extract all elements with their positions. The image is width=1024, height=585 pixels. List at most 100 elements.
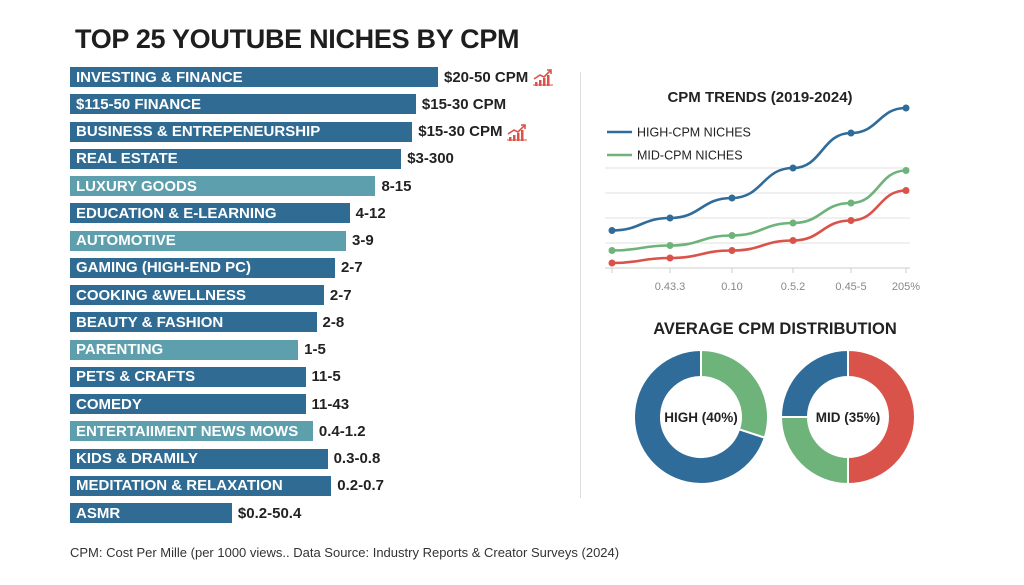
x-tick-label: 0.10: [721, 281, 742, 293]
bar-value-label: 0.3-0.8: [334, 450, 381, 467]
bar-value-label: 2-8: [323, 314, 345, 331]
bar-value-label: $15-30 CPM: [418, 123, 528, 141]
value-text: 2-7: [340, 259, 363, 277]
bar-row: COMEDY 11-43: [70, 394, 580, 414]
value-text: $15-30 CPM: [418, 123, 503, 140]
bar-value-label: 1-5: [304, 341, 326, 358]
value-text: $15-30 CPM: [421, 95, 507, 113]
data-point: [608, 227, 616, 234]
bar-row: ASMR $0.2-50.4: [70, 503, 580, 523]
data-point: [666, 242, 674, 249]
data-point: [847, 217, 855, 224]
bar-value-label: 2-7: [330, 287, 352, 304]
line-chart: CPM TRENDS (2019-2024) 0.43.3 0.10 0.5.2 0.4…: [605, 89, 920, 293]
page-title: TOP 25 YOUTUBE NICHES BY CPM: [75, 24, 520, 54]
bar-value-label: $0.2-50.4: [238, 505, 301, 522]
bar: COMEDY: [70, 394, 306, 414]
bar: BUSINESS & ENTREPENEURSHIP: [70, 121, 413, 142]
data-point: [666, 214, 674, 222]
donut-title: AVERAGE CPM DISTRIBUTION: [653, 320, 897, 338]
bar: ASMR: [70, 503, 232, 523]
value-text: 8-15: [381, 177, 412, 195]
bar: PARENTING: [70, 339, 299, 360]
value-text: 11-5: [311, 368, 341, 386]
bar-value-label: $20-50 CPM: [444, 68, 554, 86]
bar-row: MEDITATION & RELAXATION 0.2-0.7: [70, 475, 580, 496]
data-point: [728, 194, 736, 202]
data-point: [847, 199, 855, 207]
bar-value-label: 0.4-1.2: [319, 423, 366, 440]
bar-row: REAL ESTATE $3-300: [70, 148, 580, 169]
donut-slice: [847, 348, 916, 486]
value-text: 0.4-1.2: [318, 422, 366, 440]
bar-row: PARENTING 1-5: [70, 339, 580, 360]
donut-slice: [779, 416, 849, 486]
bar: REAL ESTATE: [70, 148, 402, 169]
bar: ENTERTAIIMENT NEWS MOWS: [70, 421, 313, 442]
value-text: $3-300: [407, 150, 454, 168]
x-tick-label: 0.43.3: [655, 281, 686, 293]
donut-center-label: HIGH (40%): [664, 410, 738, 425]
bar-row: EDUCATION & E-LEARNING 4-12: [70, 203, 580, 224]
data-point: [608, 247, 616, 254]
data-point: [902, 167, 910, 174]
bar: MEDITATION & RELAXATION: [70, 475, 332, 496]
bar: EDUCATION & E-LEARNING: [70, 203, 350, 224]
chart-up-icon: [507, 123, 528, 141]
data-point: [728, 232, 736, 239]
value-text: 11-43: [311, 395, 350, 413]
value-text: 1-5: [304, 341, 326, 358]
bar-row: GAMING (HIGH-END PC) 2-7: [70, 257, 580, 278]
value-text: 0.3-0.8: [333, 450, 381, 467]
footer-note: CPM: Cost Per Mille (per 1000 views.. Da…: [70, 545, 620, 560]
value-text: $0.2-50.4: [237, 504, 302, 522]
bar-row: BEAUTY & FASHION 2-8: [70, 312, 580, 333]
divider: [580, 72, 581, 498]
data-point: [728, 247, 736, 254]
bar-row: COOKING &WELLNESS 2-7: [70, 285, 580, 305]
bar: GAMING (HIGH-END PC): [70, 257, 335, 278]
bar: INVESTING & FINANCE: [70, 67, 438, 87]
x-tick-label: 0.45-5: [835, 281, 866, 293]
bar-row: AUTOMOTIVE 3-9: [70, 230, 580, 251]
bar-value-label: 0.2-0.7: [337, 477, 384, 494]
bar-row: BUSINESS & ENTREPENEURSHIP $15-30 CPM: [70, 121, 580, 142]
legend-label: MID-CPM NICHES: [637, 149, 743, 163]
bar: $115-50 FINANCE: [70, 94, 416, 115]
bar-row: ENTERTAIIMENT NEWS MOWS 0.4-1.2: [70, 421, 580, 442]
donut-slice: [633, 348, 766, 485]
data-point: [789, 164, 797, 172]
bar-value-label: 11-5: [312, 368, 341, 385]
bar-chart: INVESTING & FINANCE $20-50 CPM $115-50 FIN…: [70, 67, 580, 530]
bar-row: PETS & CRAFTS 11-5: [70, 366, 580, 387]
line-chart-title: CPM TRENDS (2019-2024): [667, 89, 852, 106]
value-text: 4-12: [355, 204, 386, 222]
x-tick-label: 205%: [892, 281, 920, 293]
data-point: [789, 237, 797, 244]
bar-row: KIDS & DRAMILY 0.3-0.8: [70, 448, 580, 469]
legend-label: HIGH-CPM NICHES: [637, 126, 751, 140]
data-point: [902, 104, 910, 112]
value-text: 0.2-0.7: [337, 477, 384, 495]
bar: AUTOMOTIVE: [70, 230, 346, 251]
bar-value-label: 4-12: [356, 205, 386, 222]
bar-value-label: 3-9: [352, 232, 374, 249]
data-point: [666, 254, 674, 262]
bar: COOKING &WELLNESS: [70, 285, 324, 305]
donut-center-label: MID (35%): [816, 410, 881, 425]
bar-value-label: 2-7: [341, 259, 363, 276]
x-tick-label: 0.5.2: [781, 281, 805, 293]
bar: LUXURY GOODS: [70, 176, 376, 196]
donut-slice: [779, 348, 849, 418]
series-line: [611, 169, 907, 252]
bar-value-label: $3-300: [407, 150, 454, 167]
bar-value-label: 8-15: [381, 178, 411, 195]
data-point: [789, 219, 797, 227]
bar-row: INVESTING & FINANCE $20-50 CPM: [70, 67, 580, 87]
bar-value-label: $15-30 CPM: [422, 96, 506, 113]
bar-row: LUXURY GOODS 8-15: [70, 176, 580, 196]
bar: KIDS & DRAMILY: [70, 448, 328, 469]
value-text: 2-7: [329, 286, 352, 304]
bar: PETS & CRAFTS: [70, 366, 306, 387]
chart-up-icon: [533, 69, 554, 86]
